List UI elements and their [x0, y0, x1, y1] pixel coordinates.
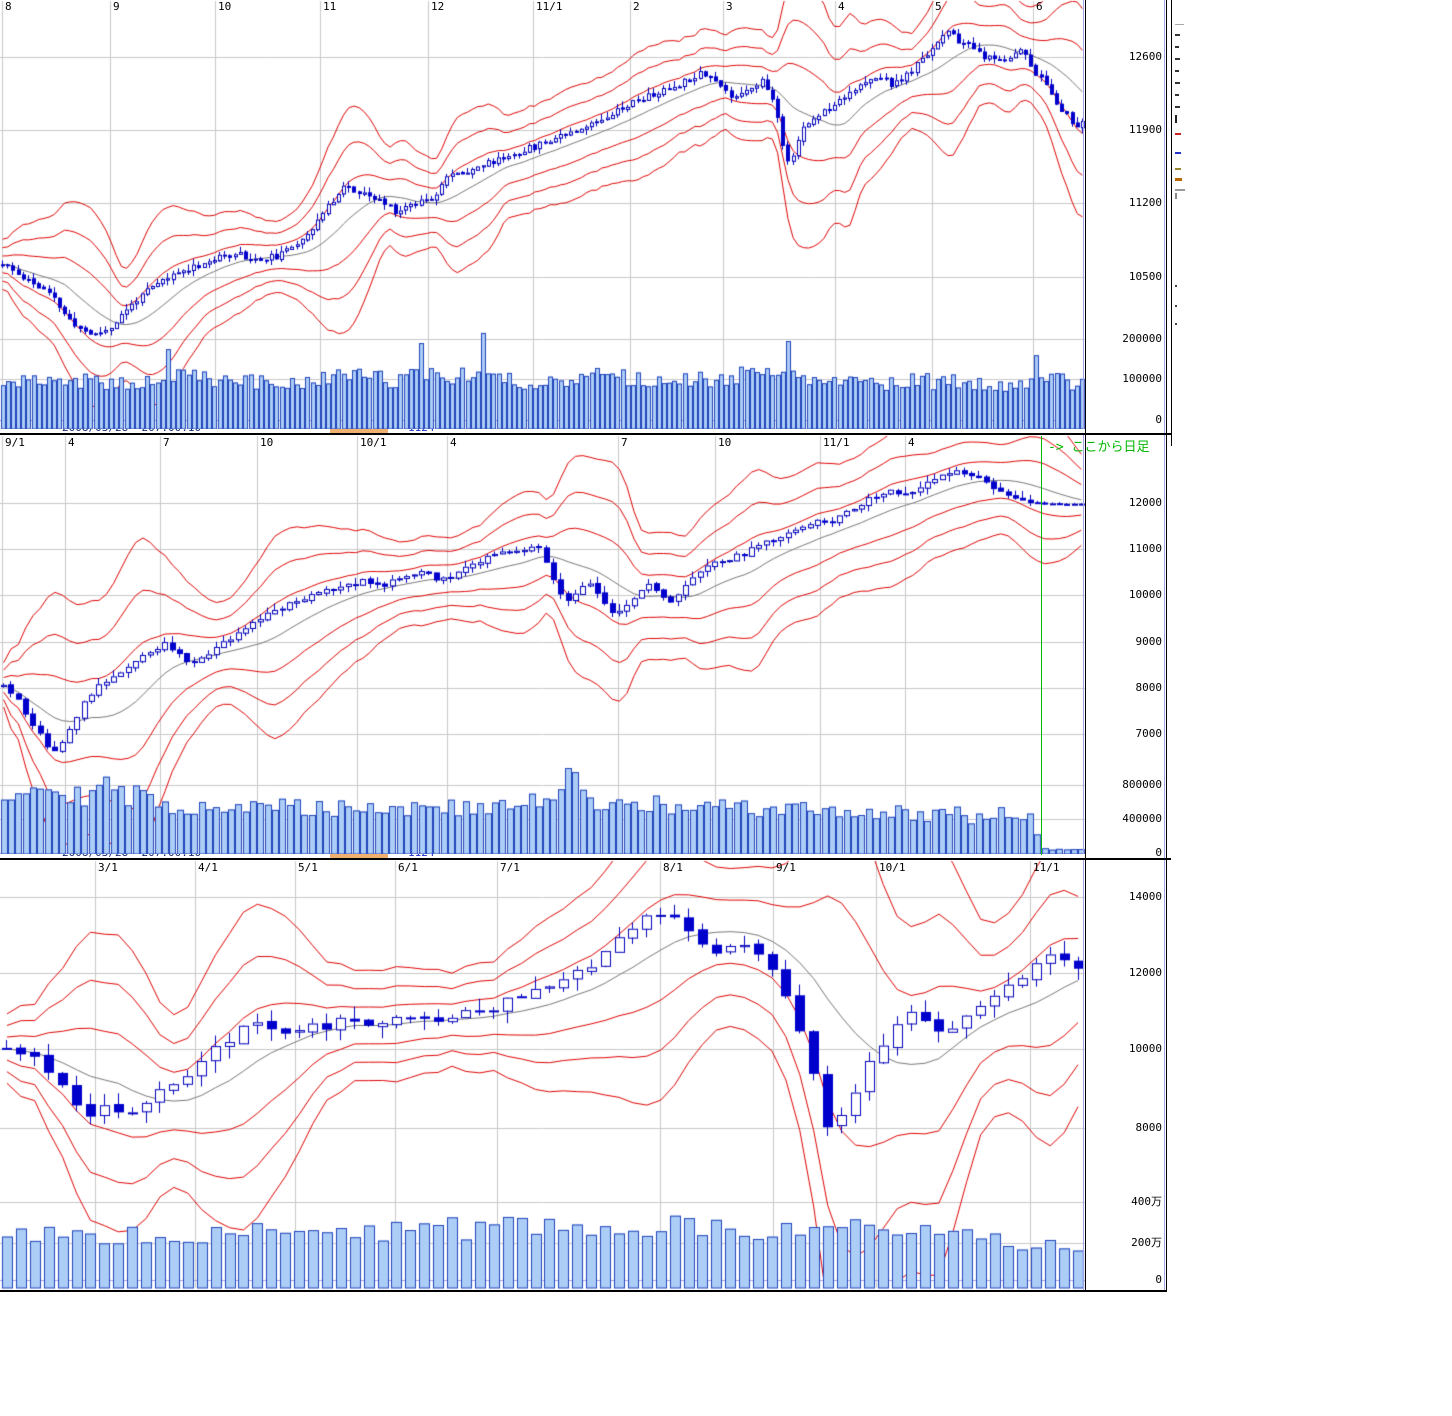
side-panel-mark — [1175, 34, 1180, 36]
side-panel-mark[interactable] — [1175, 115, 1177, 123]
window-right-border-lavender — [1164, 0, 1165, 1292]
side-panel-mark — [1175, 168, 1181, 170]
y-tick-label: 400000 — [1122, 812, 1162, 825]
daily-split-line — [1041, 436, 1042, 855]
side-panel-mark — [1175, 106, 1180, 108]
y-tick-label: 11000 — [1128, 542, 1162, 555]
x-tick-label: 4 — [908, 436, 915, 449]
y-tick-label: 400万 — [1131, 1195, 1162, 1208]
window-right-border — [1166, 0, 1167, 1292]
side-panel-mark — [1175, 285, 1177, 287]
x-tick-label: 3 — [726, 0, 733, 13]
x-tick-label: 8 — [5, 0, 12, 13]
x-tick-label: 6/1 — [398, 861, 418, 874]
side-panel-mark — [1175, 152, 1181, 154]
side-panel-mark — [1175, 46, 1179, 48]
y-tick-label: 12000 — [1128, 966, 1162, 979]
y-tick-label: 14000 — [1128, 890, 1162, 903]
x-tick-label: 3/1 — [98, 861, 118, 874]
status-code-fragment: 1124 — [408, 854, 435, 858]
x-tick-label: 10/1 — [360, 436, 387, 449]
y-tick-label: 11900 — [1128, 123, 1162, 136]
side-panel-mark — [1175, 82, 1180, 84]
plot-right-border — [1085, 0, 1086, 1292]
window-divider-1 — [0, 433, 1171, 435]
x-tick-label: 11 — [323, 0, 337, 13]
side-panel-mark — [1175, 178, 1182, 181]
y-tick-label: 10500 — [1128, 270, 1162, 283]
x-tick-label: 5/1 — [298, 861, 318, 874]
x-tick-label: 10 — [260, 436, 274, 449]
y-tick-label: 0 — [1155, 413, 1162, 426]
side-panel-mark — [1175, 133, 1181, 135]
obscured-status-strip-1: 2008/03/28 207:00:10 1124 — [0, 429, 1085, 433]
y-tick-label: 11200 — [1128, 196, 1162, 209]
side-panel-mark — [1175, 58, 1180, 60]
x-tick-label: 5 — [935, 0, 942, 13]
status-date-fragment: 2008/03/28 207:00:10 — [62, 854, 201, 858]
x-tick-label: 7/1 — [500, 861, 520, 874]
window-divider-2 — [0, 858, 1171, 860]
y-tick-label: 8000 — [1135, 681, 1163, 694]
window-bottom-border — [0, 1290, 1166, 1292]
x-tick-label: 9/1 — [5, 436, 25, 449]
middle-chart-canvas[interactable] — [0, 433, 1086, 858]
y-tick-label: 12000 — [1128, 496, 1162, 509]
x-tick-label: 12 — [431, 0, 445, 13]
x-tick-label: 10 — [218, 0, 232, 13]
y-tick-label: 9000 — [1135, 635, 1163, 648]
y-tick-label: 200万 — [1131, 1236, 1162, 1249]
y-tick-label: 0 — [1155, 1273, 1162, 1286]
x-tick-label: 7 — [621, 436, 628, 449]
cropped-side-panel — [1174, 0, 1188, 446]
y-tick-label: 12600 — [1128, 50, 1162, 63]
y-tick-label: 200000 — [1122, 332, 1162, 345]
x-tick-label: 11/1 — [1033, 861, 1060, 874]
x-tick-label: 10/1 — [879, 861, 906, 874]
y-tick-label: 8000 — [1135, 1121, 1163, 1134]
side-panel-mark — [1175, 94, 1179, 96]
y-tick-label: 800000 — [1122, 778, 1162, 791]
y-tick-label: 10000 — [1128, 588, 1162, 601]
obscured-status-strip-2: 2008/03/28 207:00:10 1124 — [0, 854, 1085, 858]
y-tick-label: 10000 — [1128, 1042, 1162, 1055]
upper-chart-canvas[interactable] — [0, 0, 1086, 433]
x-tick-label: 9 — [113, 0, 120, 13]
x-tick-label: 7 — [163, 436, 170, 449]
lower-chart-canvas[interactable] — [0, 858, 1086, 1292]
side-panel-mark — [1175, 70, 1179, 72]
y-tick-label: 100000 — [1122, 372, 1162, 385]
x-tick-label: 2 — [633, 0, 640, 13]
x-tick-label: 8/1 — [663, 861, 683, 874]
side-panel-mark — [1175, 24, 1184, 25]
side-panel-mark — [1175, 305, 1177, 307]
side-panel-mark — [1175, 323, 1177, 325]
status-code-fragment: 1124 — [408, 429, 435, 433]
daily-split-annotation: -> ここから日足 — [1048, 440, 1150, 455]
x-tick-label: 11/1 — [536, 0, 563, 13]
x-tick-label: 11/1 — [823, 436, 850, 449]
side-panel-mark[interactable] — [1175, 193, 1177, 199]
x-tick-label: 4 — [838, 0, 845, 13]
x-tick-label: 4 — [450, 436, 457, 449]
toolbar-chip — [330, 854, 388, 858]
x-tick-label: 10 — [718, 436, 732, 449]
y-tick-label: 7000 — [1135, 727, 1163, 740]
y-tick-label: 0 — [1155, 846, 1162, 859]
side-panel-left-border — [1171, 0, 1172, 446]
x-tick-label: 4/1 — [198, 861, 218, 874]
x-tick-label: 9/1 — [776, 861, 796, 874]
x-tick-label: 4 — [68, 436, 75, 449]
toolbar-chip — [330, 429, 388, 433]
plot-right-border-lavender — [1083, 0, 1084, 1292]
status-date-fragment: 2008/03/28 207:00:10 — [62, 429, 201, 433]
x-tick-label: 6 — [1036, 0, 1043, 13]
side-panel-mark — [1175, 189, 1185, 191]
